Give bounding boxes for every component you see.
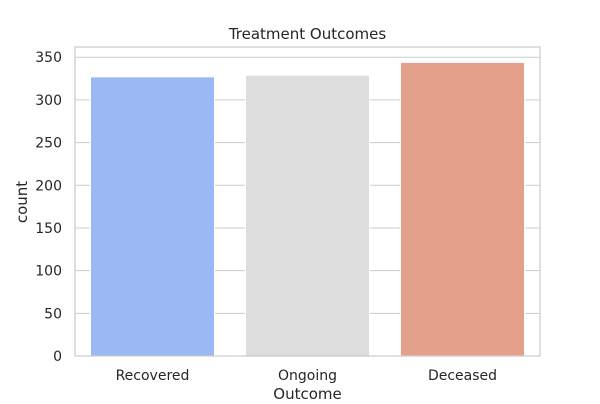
y-tick-label: 300: [35, 93, 62, 109]
x-tick-label: Ongoing: [278, 368, 337, 384]
x-tick-labels: Recovered Ongoing Deceased: [116, 368, 497, 384]
bar-ongoing: [245, 74, 370, 357]
y-tick-label: 150: [35, 221, 62, 237]
y-tick-label: 200: [35, 178, 62, 194]
bar-deceased: [400, 61, 525, 357]
plot-frame: [74, 46, 541, 357]
y-tick-label: 0: [53, 349, 62, 365]
x-tick-label: Deceased: [428, 368, 497, 384]
x-axis-title: Outcome: [273, 385, 341, 400]
y-tick-label: 100: [35, 264, 62, 280]
x-tick-label: Recovered: [116, 368, 190, 384]
y-tick-labels: 0 50 100 150 200 250 300 350: [35, 50, 62, 365]
y-tick-label: 250: [35, 136, 62, 152]
bars: [90, 61, 525, 357]
y-tick-label: 50: [44, 306, 62, 322]
y-axis-title: count: [13, 181, 31, 223]
y-tick-label: 350: [35, 50, 62, 66]
chart-title: Treatment Outcomes: [228, 25, 387, 43]
bar-recovered: [90, 76, 215, 357]
